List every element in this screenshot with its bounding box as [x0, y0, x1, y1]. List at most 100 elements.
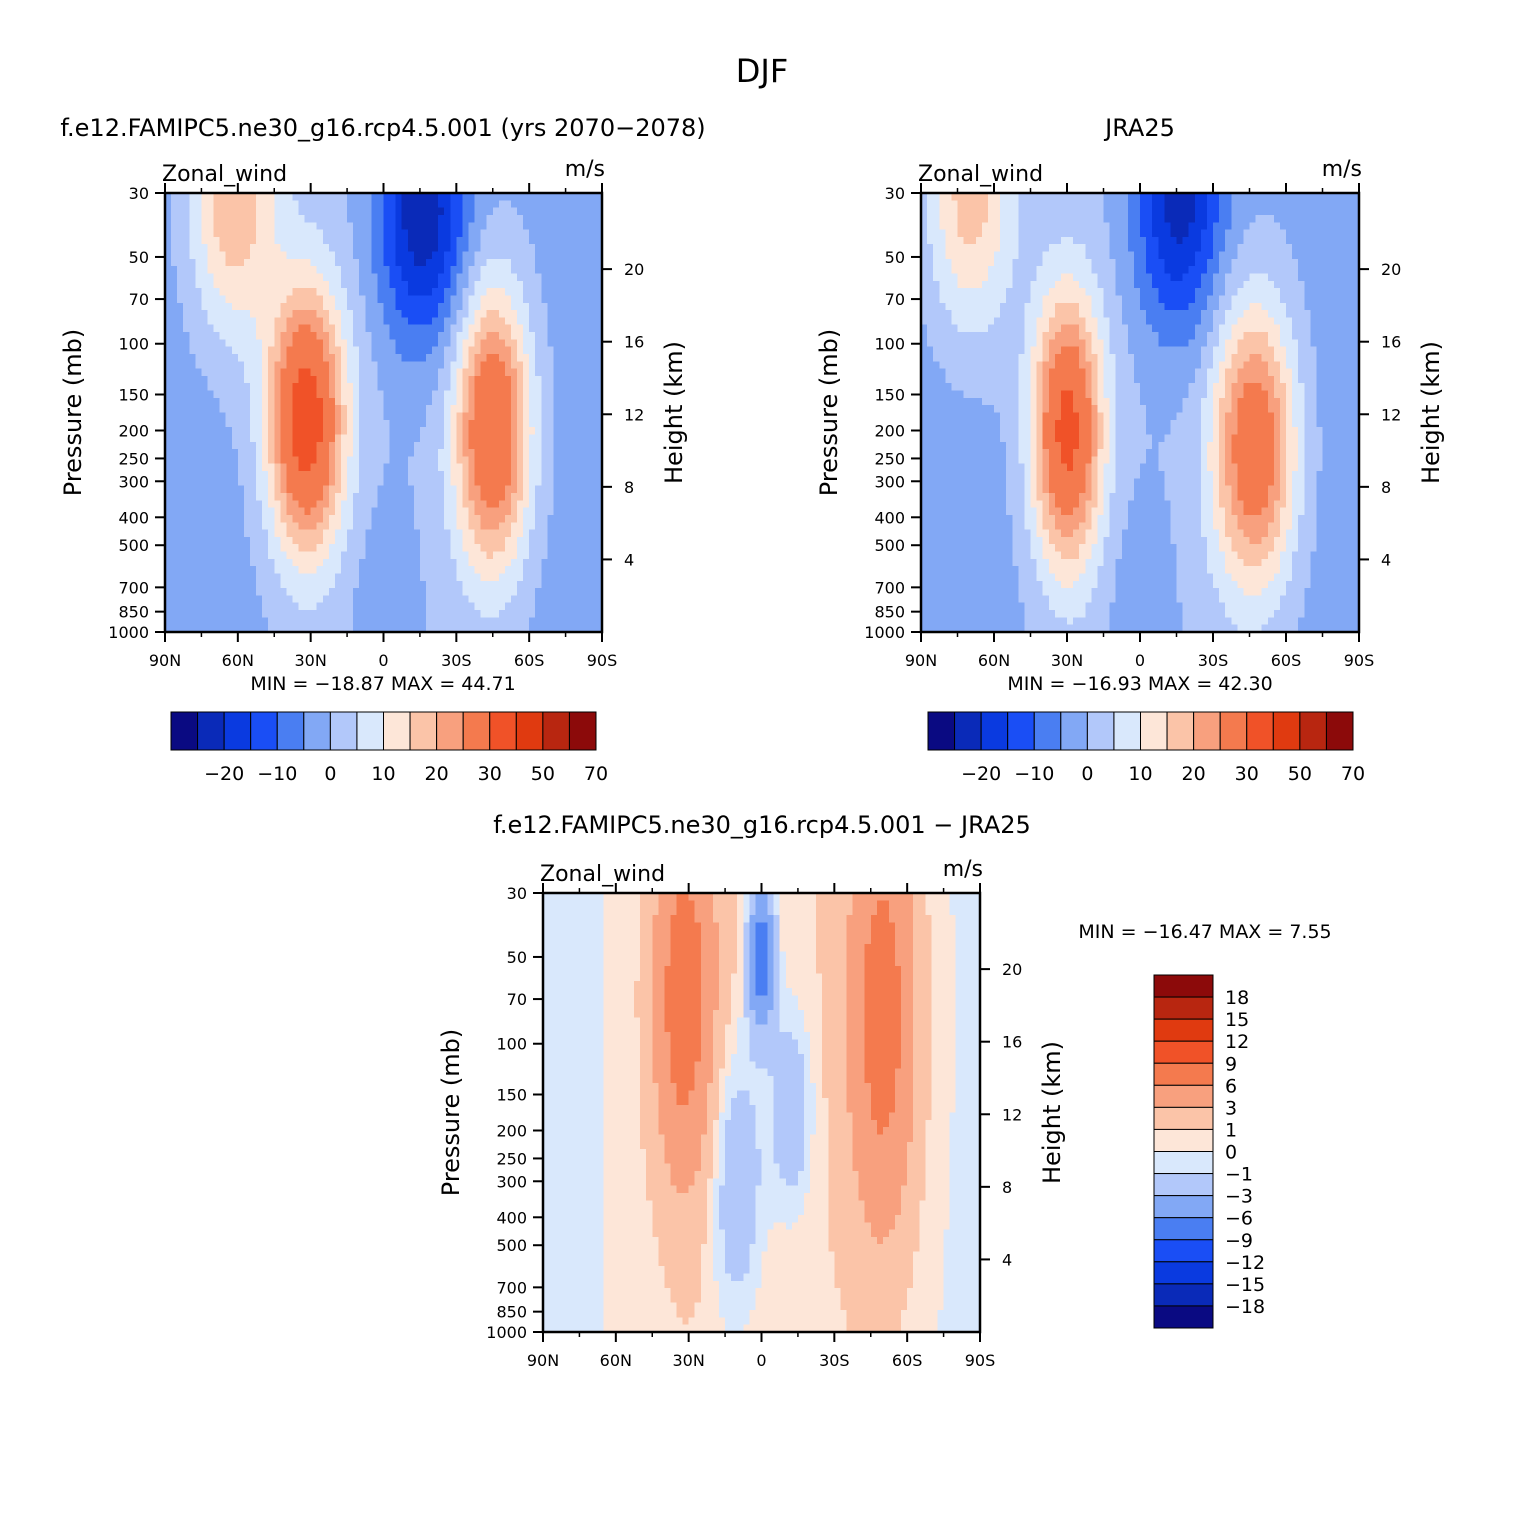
- colorbar-label: 50: [531, 763, 555, 785]
- colorbar-box: [223, 711, 252, 751]
- y-tick-label: 250: [496, 1149, 527, 1168]
- height-tick-label: 4: [1002, 1250, 1012, 1269]
- colorbar-label: 0: [1225, 1142, 1237, 1164]
- y-tick-label: 70: [507, 990, 527, 1009]
- y-tick-label: 1000: [108, 623, 149, 642]
- y-tick-label: 200: [118, 422, 149, 441]
- y-tick-label: 700: [496, 1278, 527, 1297]
- height-tick-label: 8: [1002, 1178, 1012, 1197]
- x-tick-label: 90S: [587, 651, 618, 670]
- colorbar-box: [1153, 1128, 1214, 1152]
- colorbar-box: [1325, 711, 1354, 751]
- y-tick-label: 700: [118, 578, 149, 597]
- colorbar-box: [250, 711, 278, 751]
- colorbar-label: 3: [1225, 1097, 1237, 1119]
- colorbar-box: [1113, 711, 1141, 751]
- colorbar-label: −20: [961, 763, 1001, 785]
- colorbar-label: 15: [1225, 1009, 1249, 1031]
- y-axis-label: Pressure (mb): [815, 329, 843, 496]
- x-tick-label: 30S: [1198, 651, 1229, 670]
- colorbar-obs: −20 −10 0 10 20 30 50 70: [927, 711, 1365, 785]
- colorbar-box: [1153, 1239, 1214, 1263]
- colorbar-box: [1086, 711, 1115, 751]
- y-tick-label: 300: [118, 472, 149, 491]
- colorbar-label: 20: [425, 763, 449, 785]
- y-axis-label: Pressure (mb): [59, 329, 87, 496]
- colorbar-box: [954, 711, 982, 751]
- y-tick-label: 700: [874, 578, 905, 597]
- y-tick-label: 50: [129, 248, 149, 267]
- stats-label: MIN = −18.87 MAX = 44.71: [250, 673, 515, 695]
- x-tick-label: 90N: [149, 651, 181, 670]
- panel-title-model: f.e12.FAMIPC5.ne30_g16.rcp4.5.001 (yrs 2…: [60, 114, 705, 142]
- units-label: m/s: [943, 857, 983, 882]
- x-tick-label: 30N: [295, 651, 327, 670]
- height-tick-label: 12: [1002, 1105, 1022, 1124]
- colorbar-label: 6: [1225, 1075, 1237, 1097]
- y-tick-label: 1000: [486, 1323, 527, 1342]
- x-tick-label: 30N: [1051, 651, 1083, 670]
- y-tick-label: 850: [496, 1303, 527, 1322]
- colorbar-box: [436, 711, 464, 751]
- x-tick-label: 90S: [965, 1351, 996, 1370]
- y-tick-label: 70: [885, 290, 905, 309]
- colorbar-box: [1140, 711, 1168, 751]
- colorbar-box: [1153, 1305, 1214, 1329]
- variable-label: Zonal_wind: [162, 162, 287, 187]
- colorbar-box: [303, 711, 331, 751]
- variable-label: Zonal_wind: [918, 162, 1043, 187]
- y-tick-label: 850: [118, 603, 149, 622]
- y-tick-label: 500: [874, 536, 905, 555]
- colorbar-label: −10: [257, 763, 297, 785]
- x-tick-label: 60N: [978, 651, 1010, 670]
- colorbar-box: [1153, 996, 1214, 1020]
- y-tick-label: 400: [118, 508, 149, 527]
- colorbar-label: 30: [1235, 763, 1259, 785]
- y-tick-label: 50: [507, 948, 527, 967]
- y-tick-label: 250: [118, 449, 149, 468]
- colorbar-box: [1153, 1173, 1214, 1197]
- colorbar-box: [276, 711, 305, 751]
- colorbar-box: [1153, 1018, 1214, 1042]
- height-tick-label: 16: [624, 333, 644, 352]
- colorbar-box: [1153, 1261, 1214, 1285]
- y-tick-label: 300: [874, 472, 905, 491]
- x-tick-label: 30N: [673, 1351, 705, 1370]
- stats-label: MIN = −16.93 MAX = 42.30: [1007, 673, 1272, 695]
- y-tick-label: 100: [496, 1035, 527, 1054]
- colorbar-box: [1299, 711, 1327, 751]
- colorbar-label: 10: [1128, 763, 1152, 785]
- colorbar-label: −1: [1225, 1164, 1253, 1186]
- colorbar-label: 0: [324, 763, 336, 785]
- units-label: m/s: [1322, 157, 1362, 182]
- colorbar-box: [1246, 711, 1274, 751]
- contour-field-obs: [921, 193, 1360, 633]
- x-tick-label: 90N: [905, 651, 937, 670]
- colorbar-label: 1: [1225, 1119, 1237, 1141]
- y-tick-label: 150: [496, 1085, 527, 1104]
- colorbar-box: [1219, 711, 1248, 751]
- colorbar-box: [197, 711, 225, 751]
- x-tick-label: 60N: [222, 651, 254, 670]
- height-tick-label: 20: [624, 260, 644, 279]
- colorbar-model: −20 −10 0 10 20 30 50 70: [170, 711, 608, 785]
- colorbar-box: [1153, 974, 1214, 998]
- height-tick-label: 16: [1002, 1033, 1022, 1052]
- y-tick-label: 150: [118, 385, 149, 404]
- x-tick-label: 90S: [1344, 651, 1375, 670]
- x-tick-label: 60S: [514, 651, 545, 670]
- x-tick-label: 30S: [819, 1351, 850, 1370]
- y-axis-label: Pressure (mb): [437, 1029, 465, 1196]
- y-tick-label: 70: [129, 290, 149, 309]
- colorbar-box: [542, 711, 570, 751]
- colorbar-box: [1153, 1062, 1214, 1086]
- variable-label: Zonal_wind: [540, 862, 665, 887]
- y-tick-label: 150: [874, 385, 905, 404]
- height-tick-label: 12: [624, 405, 644, 424]
- x-tick-label: 30S: [441, 651, 472, 670]
- height-tick-label: 4: [1381, 550, 1391, 569]
- figure-title: DJF: [736, 52, 788, 90]
- colorbar-label: −12: [1225, 1252, 1265, 1274]
- height-tick-label: 12: [1381, 405, 1401, 424]
